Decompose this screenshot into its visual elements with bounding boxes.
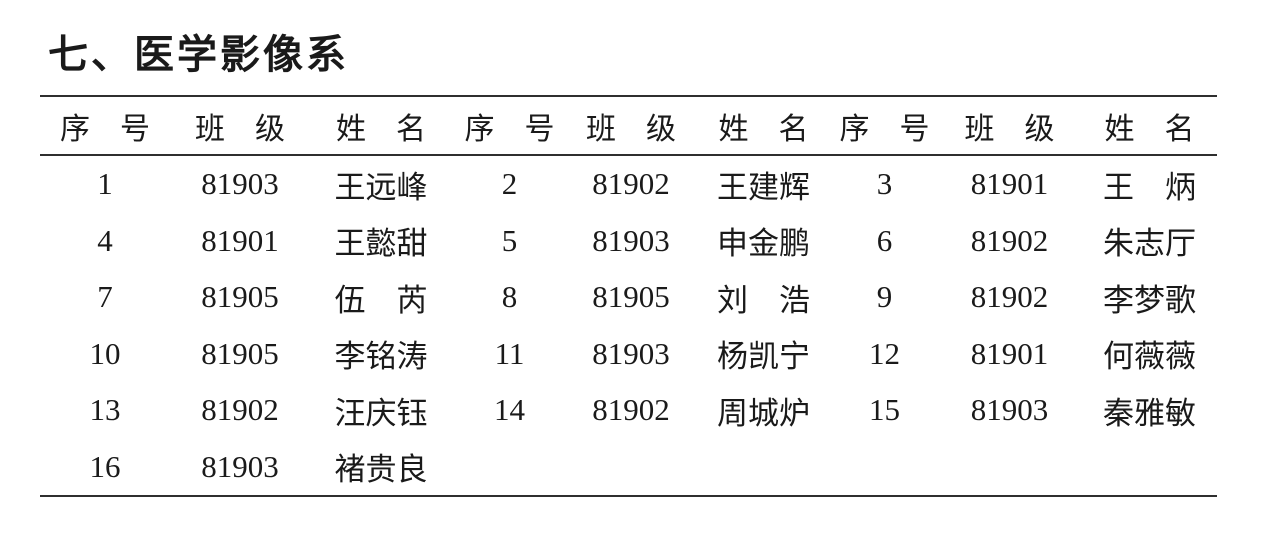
table-cell: 81903	[201, 448, 279, 484]
header-cell: 姓 名	[336, 112, 426, 146]
header-cell: 班 级	[964, 112, 1055, 146]
table-cell: 褚贵良	[334, 452, 428, 488]
header-cell: 姓 名	[718, 112, 809, 146]
table-cell: 4	[97, 222, 113, 258]
table-cell: 6	[876, 222, 893, 258]
table-cell: 81903	[970, 392, 1049, 428]
table-cell: 王 炳	[1103, 169, 1196, 205]
table-cell: 申金鹏	[717, 226, 810, 262]
table-cell: 16	[89, 448, 121, 484]
header-cell: 班 级	[586, 112, 676, 146]
table-cell: 81905	[592, 279, 670, 315]
header-cell: 序 号	[839, 112, 930, 146]
table-cell: 81901	[970, 166, 1049, 202]
table-cell	[452, 439, 567, 496]
table-cell: 2	[501, 166, 518, 202]
table-cell: 9	[876, 279, 893, 315]
table-cell: 12	[869, 335, 900, 371]
table-cell: 81903	[592, 222, 670, 258]
table-cell	[937, 439, 1082, 496]
table-cell: 81905	[201, 279, 279, 315]
table-cell: 王懿甜	[334, 226, 428, 262]
table-cell: 14	[494, 392, 525, 428]
header-cell: 姓 名	[1104, 112, 1195, 146]
table-cell: 朱志厅	[1103, 226, 1196, 262]
table-cell: 81901	[970, 335, 1049, 371]
table-cell: 李梦歌	[1103, 282, 1196, 318]
table-cell: 3	[876, 166, 893, 202]
table-cell	[1082, 439, 1217, 496]
header-cell: 班 级	[195, 112, 285, 146]
table-cell: 81901	[201, 222, 279, 258]
table-cell: 81902	[970, 279, 1049, 315]
table-cell: 8	[501, 279, 518, 315]
table-cell	[567, 439, 695, 496]
table-cell	[832, 439, 937, 496]
table-cell: 5	[501, 222, 518, 258]
table-cell: 81902	[592, 166, 670, 202]
table-cell: 何薇薇	[1103, 339, 1196, 375]
table-cell: 周城炉	[717, 395, 810, 431]
table-cell: 81903	[592, 335, 670, 371]
table-cell: 81902	[970, 222, 1049, 258]
table-cell: 15	[869, 392, 900, 428]
table-cell: 81903	[201, 166, 279, 202]
table-cell: 7	[97, 279, 113, 315]
table-cell: 李铭涛	[334, 339, 428, 375]
page-title: 七、医学影像系	[48, 32, 349, 77]
table-cell: 13	[89, 392, 121, 428]
table-cell: 王远峰	[334, 169, 428, 205]
table-cell: 王建辉	[717, 169, 810, 205]
table-cell: 杨凯宁	[717, 339, 810, 375]
table-cell: 10	[89, 335, 121, 371]
table-cell: 11	[494, 335, 525, 371]
table-body: 1 81903 王远峰 2 81902 王建辉 3 81901 王 炳 4 81901 王懿甜 5 819…	[40, 156, 1217, 495]
table-cell: 汪庆钰	[334, 395, 428, 431]
table-cell: 伍 芮	[334, 282, 428, 318]
table-cell	[695, 439, 832, 496]
table-header-row: 序 号班 级姓 名序 号班 级姓 名序 号班 级姓 名	[40, 97, 1217, 156]
table-cell: 1	[97, 166, 113, 202]
header-cell: 序 号	[60, 112, 150, 146]
header-cell: 序 号	[464, 112, 555, 146]
roster-table: 序 号班 级姓 名序 号班 级姓 名序 号班 级姓 名 1 81903 王远峰 2 81…	[40, 95, 1217, 497]
table-cell: 秦雅敏	[1103, 395, 1196, 431]
table-cell: 81902	[592, 392, 670, 428]
table-cell: 81905	[201, 335, 279, 371]
table-cell: 刘 浩	[717, 282, 810, 318]
table-cell: 81902	[201, 392, 279, 428]
